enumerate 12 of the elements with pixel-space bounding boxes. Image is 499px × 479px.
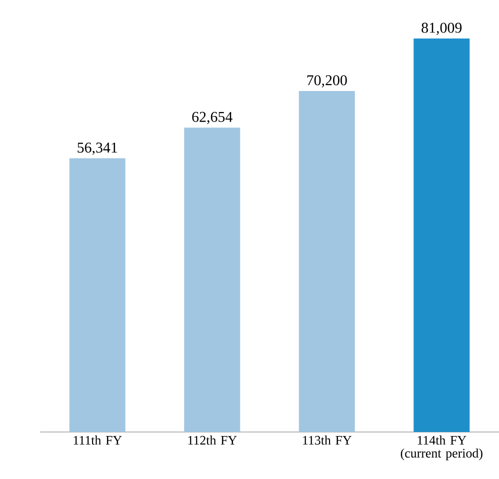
x-tick-label: 112th FY [188, 436, 237, 445]
data-label: 62,654 [192, 112, 232, 124]
bar [298, 90, 355, 432]
bar [69, 158, 126, 432]
x-tick-label: 114th FY (current period) [400, 436, 482, 460]
x-tick-label: 111th FY [74, 436, 122, 445]
data-label: 56,341 [78, 142, 118, 155]
data-label: 81,009 [422, 22, 462, 35]
bar [414, 38, 470, 432]
x-tick-label: 113th FY [303, 436, 352, 445]
data-label: 70,200 [307, 75, 347, 88]
bar [184, 128, 240, 432]
